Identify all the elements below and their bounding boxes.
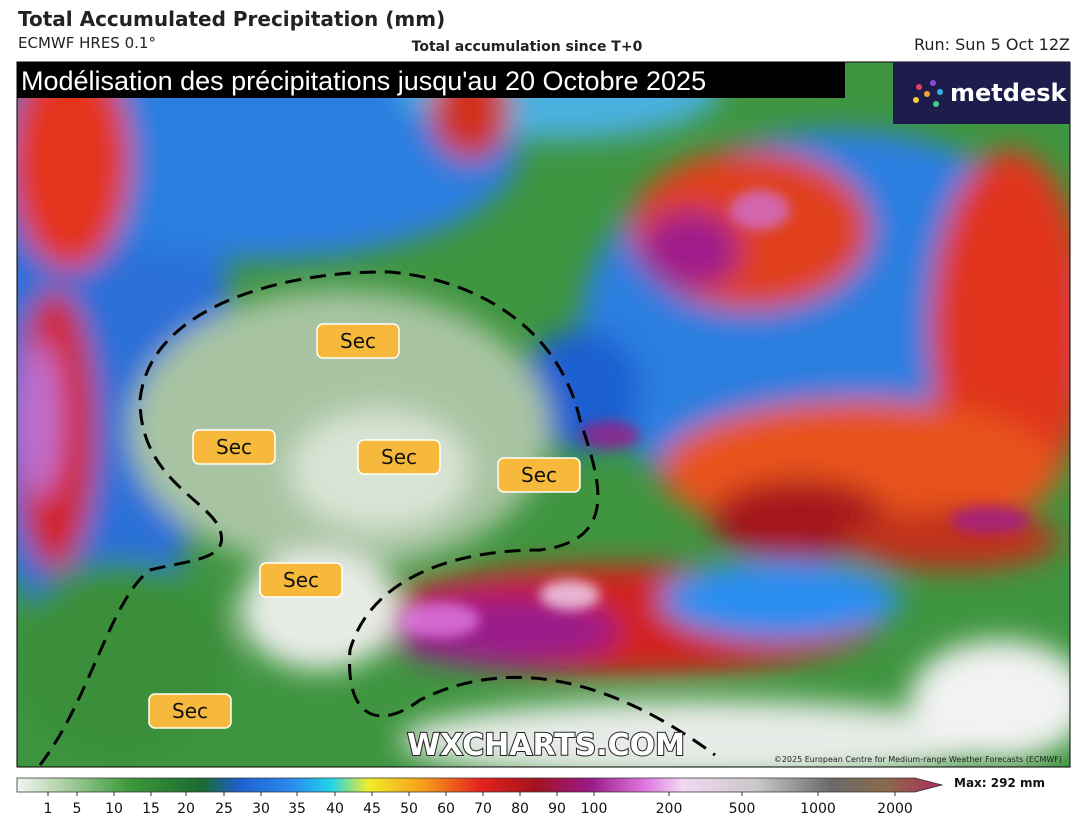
- dry-label-box: [192, 429, 276, 465]
- colorbar-tick-label: 40: [326, 801, 344, 817]
- subtitle: Total accumulation since T+0: [412, 39, 643, 55]
- dry-label-box: [497, 457, 581, 493]
- colorbar-tick-label: 2000: [877, 801, 913, 817]
- colorbar-tick-label: 500: [729, 801, 756, 817]
- colorbar-tick-label: 1: [44, 801, 53, 817]
- banner-box: [17, 62, 845, 98]
- max-label: Max: 292 mm: [954, 776, 1045, 790]
- colorbar-tick-label: 25: [215, 801, 233, 817]
- dry-label: Sec: [216, 435, 252, 459]
- colorbar-tick-label: 70: [474, 801, 492, 817]
- dry-label-box: [148, 693, 232, 729]
- dry-label: Sec: [521, 463, 557, 487]
- colorbar-tick-label: 80: [511, 801, 529, 817]
- colorbar-tick-label: 20: [177, 801, 195, 817]
- dry-label-box: [259, 562, 343, 598]
- colorbar-tick-label: 60: [437, 801, 455, 817]
- logo-text: metdesk: [950, 79, 1068, 107]
- colorbar: [16, 777, 944, 793]
- colorbar-tick-label: 50: [400, 801, 418, 817]
- dry-label-box: [357, 439, 441, 475]
- dry-labels: Sec Sec Sec Sec Sec Sec: [148, 323, 581, 729]
- precipitation-map: [17, 62, 1070, 767]
- logo-icon: [913, 80, 943, 107]
- colorbar-tick-label: 30: [252, 801, 270, 817]
- dry-zone-outline: [38, 270, 716, 766]
- colorbar-tick-label: 90: [548, 801, 566, 817]
- logo-box: [893, 62, 1070, 124]
- dry-label: Sec: [381, 445, 417, 469]
- colorbar-tick-label: 100: [581, 801, 608, 817]
- colorbar-tick-label: 1000: [800, 801, 836, 817]
- run-label: Run: Sun 5 Oct 12Z: [914, 35, 1070, 54]
- title: Total Accumulated Precipitation (mm): [18, 7, 445, 31]
- watermark: WXCHARTS.COM: [407, 728, 685, 763]
- colorbar-tick-label: 15: [142, 801, 160, 817]
- dry-label: Sec: [172, 699, 208, 723]
- colorbar-tick-label: 5: [73, 801, 82, 817]
- copyright: ©2025 European Centre for Medium-range W…: [774, 755, 1062, 764]
- colorbar-ticks: 1 5 10 15 20 25 30 35 40 45 50 60 70 80 90 100 200 500 100…: [44, 792, 913, 817]
- dry-label: Sec: [283, 568, 319, 592]
- colorbar-tick-label: 10: [105, 801, 123, 817]
- banner-text: Modélisation des précipitations jusqu'au…: [21, 66, 706, 96]
- dry-label: Sec: [340, 329, 376, 353]
- model-label: ECMWF HRES 0.1°: [18, 34, 156, 52]
- colorbar-tick-label: 35: [288, 801, 306, 817]
- colorbar-tick-label: 45: [363, 801, 381, 817]
- colorbar-tick-label: 200: [656, 801, 683, 817]
- dry-label-box: [316, 323, 400, 359]
